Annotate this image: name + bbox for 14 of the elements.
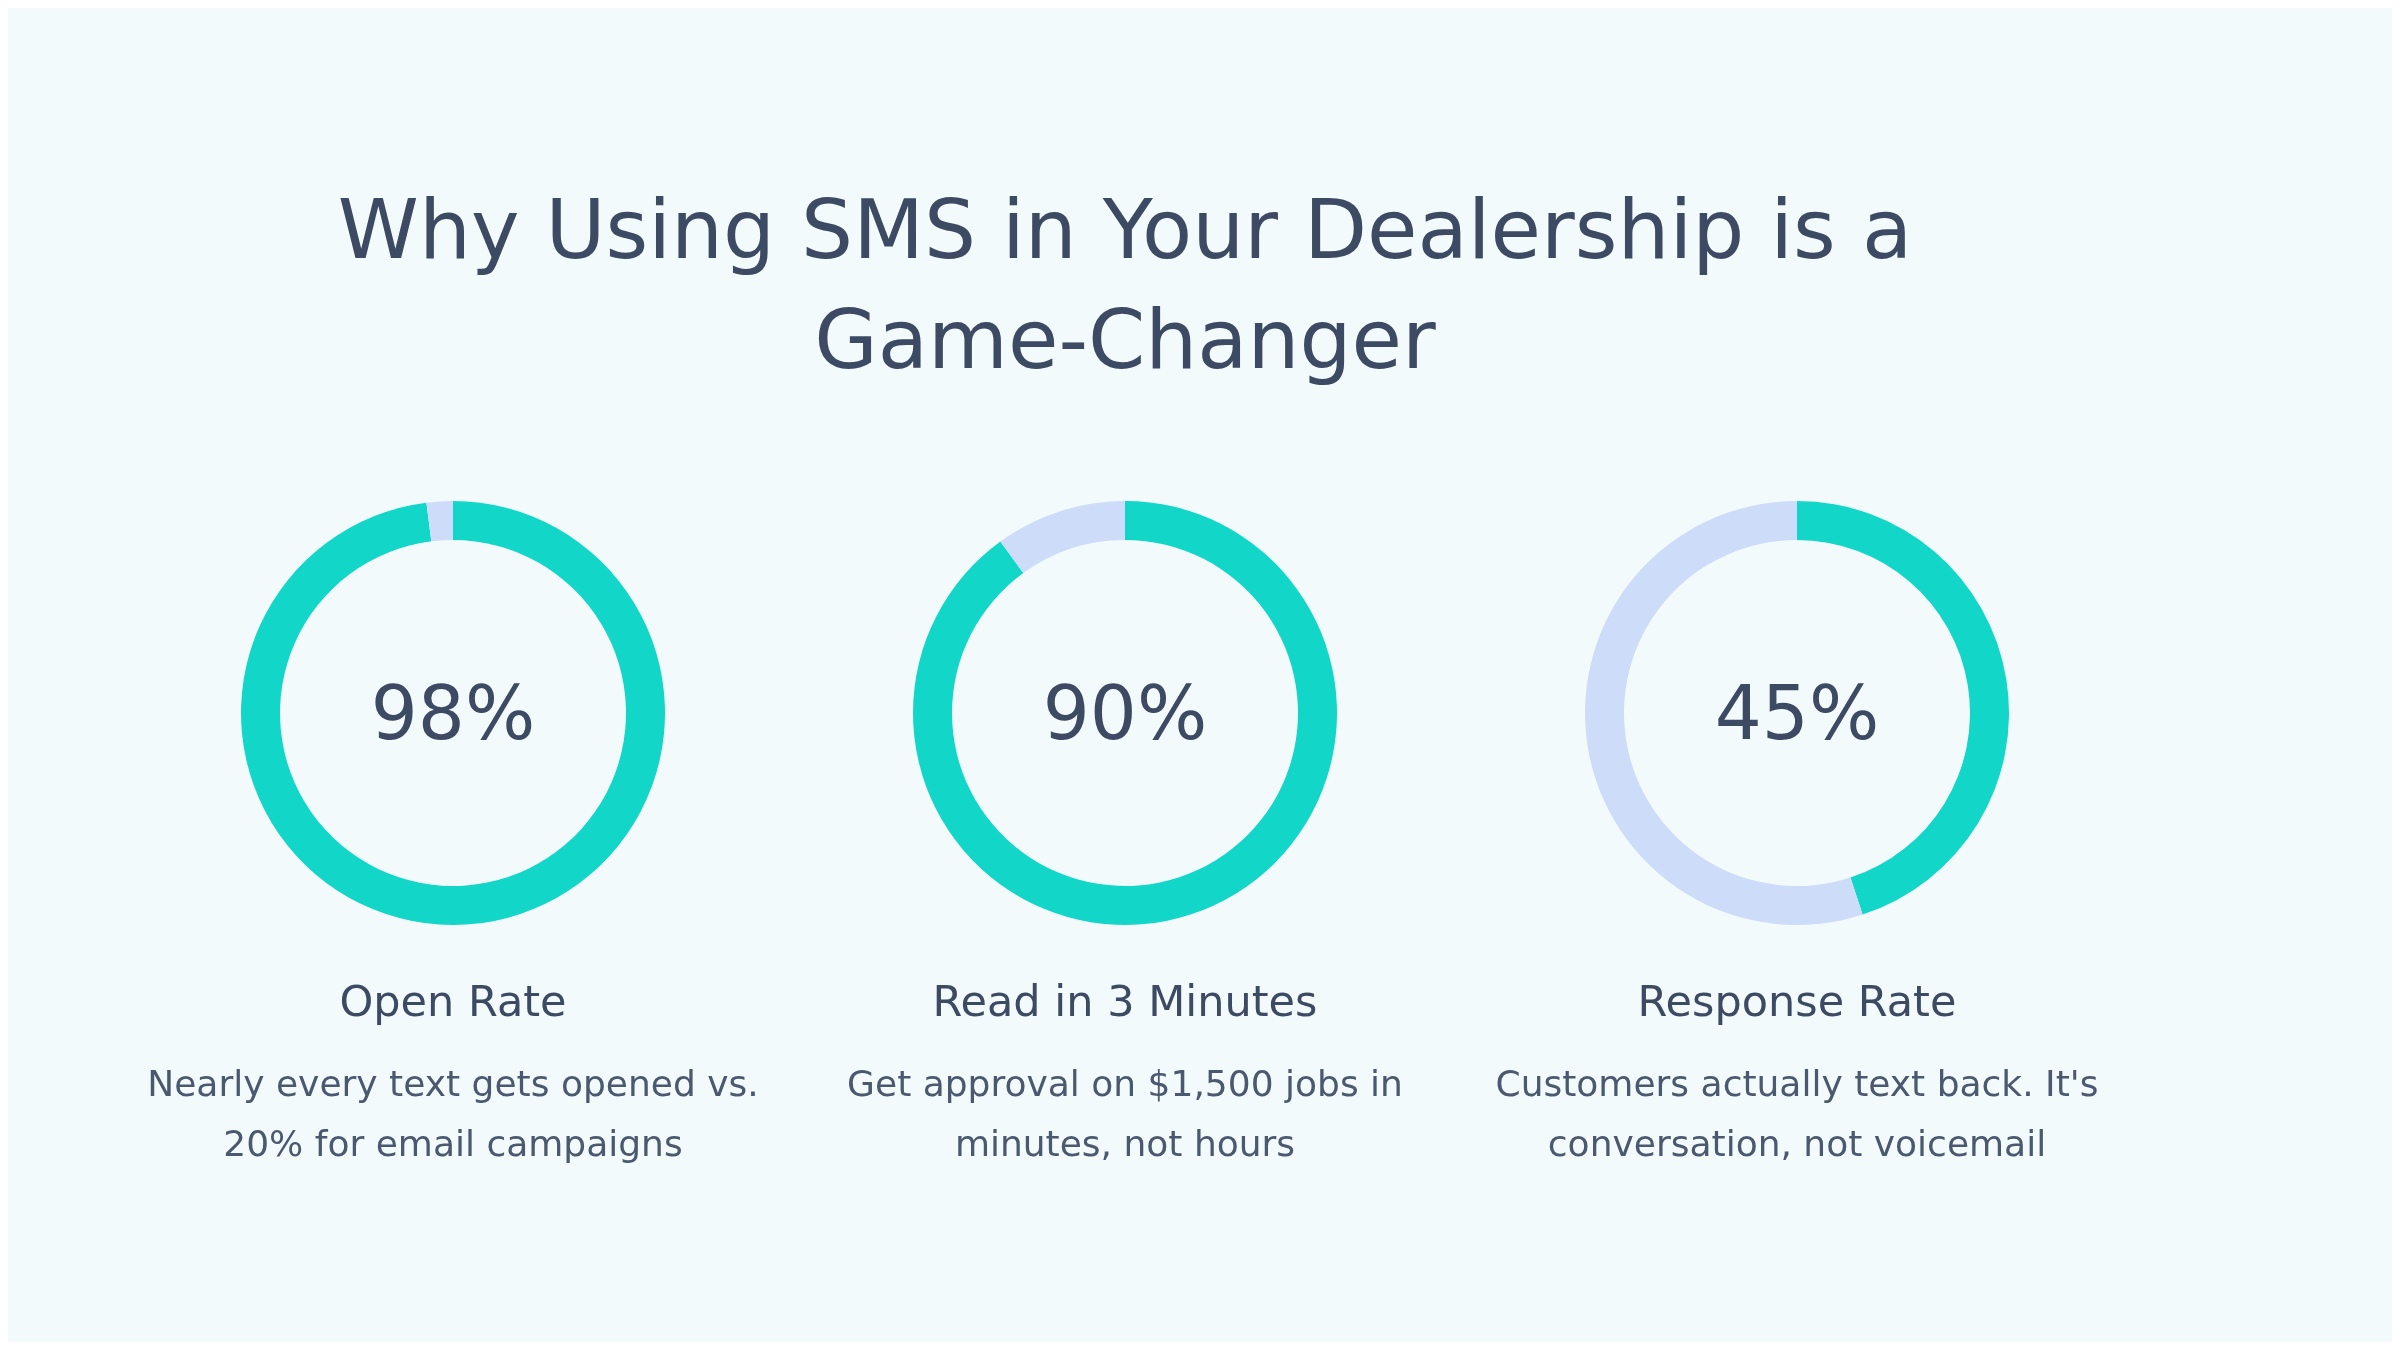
text: Read in 3 Minutes: [932, 976, 1318, 1026]
text: Nearly every text gets opened vs. 20% for email campaigns: [147, 1063, 759, 1164]
donut-slice: [913, 501, 1337, 925]
text: Open Rate: [339, 976, 567, 1026]
text: Customers actually text back. It's conversation, not voicemail: [1495, 1063, 2099, 1164]
text: Why Using SMS in Your Dealership is a Game-Changer: [337, 182, 1913, 387]
text: Response Rate: [1637, 976, 1957, 1026]
text: 98%: [370, 670, 536, 756]
text: Get approval on $1,500 jobs in minutes, not hours: [847, 1063, 1403, 1164]
text: 45%: [1714, 670, 1880, 756]
text: 90%: [1042, 670, 1208, 756]
donut-slice: [426, 501, 453, 542]
donut-slice: [1000, 501, 1125, 574]
donut-slice: [241, 501, 665, 925]
